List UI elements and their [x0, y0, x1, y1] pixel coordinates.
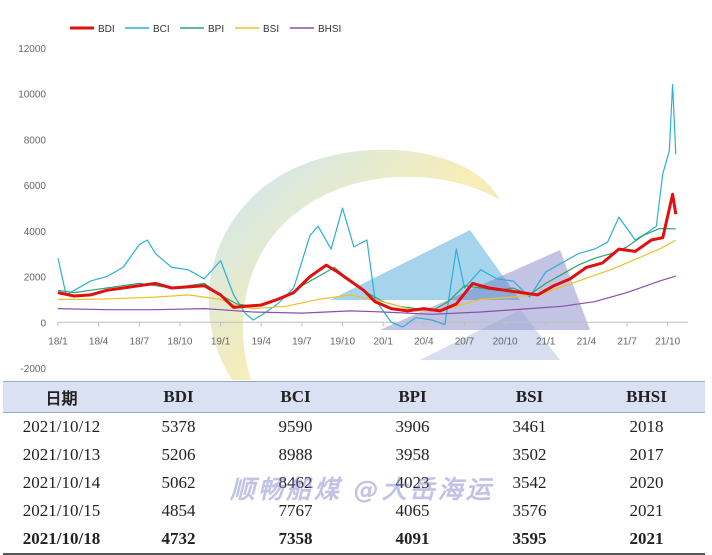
legend-label-bdi: BDI — [98, 24, 115, 35]
table-row: 2021/10/15 4854 7767 4065 3576 2021 — [3, 497, 705, 525]
y-tick-label: 8000 — [24, 135, 47, 146]
x-tick-label: 19/7 — [292, 336, 312, 347]
legend: BDI BCI BPI BSI BHSI — [70, 24, 341, 35]
x-tick-label: 21/1 — [536, 336, 556, 347]
cell-bsi: 3595 — [471, 525, 588, 555]
column-header-bsi: BSI — [471, 381, 588, 413]
x-tick-label: 19/1 — [211, 336, 231, 347]
y-tick-label: 0 — [40, 318, 46, 329]
axes: -2000 0 2000 4000 6000 8000 10000 12000 18/1 18/4… — [18, 44, 688, 375]
chart: BDI BCI BPI BSI BHSI -2000 0 2000 4000 6000 8000 1… — [18, 24, 688, 380]
x-tick-label: 18/10 — [167, 336, 192, 347]
cell-bhsi: 2020 — [629, 473, 664, 492]
series-line-bhsi — [57, 275, 676, 315]
table-row-latest: 2021/10/18 4732 7358 4091 3595 2021 — [3, 525, 705, 555]
cell-bsi: 3502 — [512, 445, 547, 464]
column-header-date: 日期 — [3, 381, 120, 413]
cell-date: 2021/10/15 — [22, 501, 101, 520]
cell-bhsi: 2021 — [588, 525, 705, 555]
y-tick-label: -2000 — [20, 364, 46, 375]
cell-date: 2021/10/18 — [3, 525, 120, 555]
y-tick-label: 10000 — [18, 90, 46, 101]
table-header-row: 日期 BDI BCI BPI BSI BHSI — [3, 381, 705, 413]
y-tick-label: 12000 — [18, 44, 46, 55]
cell-bdi: 4854 — [161, 501, 196, 520]
cell-date: 2021/10/14 — [22, 473, 101, 492]
legend-label-bhsi: BHSI — [318, 24, 341, 35]
cell-bdi: 5206 — [161, 445, 196, 464]
cell-bpi: 4091 — [354, 525, 471, 555]
column-header-bpi: BPI — [354, 381, 471, 413]
column-header-bci: BCI — [237, 381, 354, 413]
cell-bdi: 5062 — [161, 473, 196, 492]
x-tick-label: 20/10 — [493, 336, 518, 347]
table-row: 2021/10/13 5206 8988 3958 3502 2017 — [3, 441, 705, 469]
cell-bdi: 5378 — [161, 417, 196, 436]
x-tick-label: 20/1 — [373, 336, 393, 347]
cell-date: 2021/10/13 — [22, 445, 101, 464]
x-tick-label: 19/10 — [330, 336, 355, 347]
cell-bci: 7767 — [278, 501, 313, 520]
x-tick-label: 18/7 — [130, 336, 150, 347]
table-row: 2021/10/12 5378 9590 3906 3461 2018 — [3, 413, 705, 442]
legend-label-bpi: BPI — [208, 24, 224, 35]
legend-label-bci: BCI — [153, 24, 170, 35]
cell-bsi: 3576 — [512, 501, 547, 520]
y-tick-label: 2000 — [24, 273, 47, 284]
x-tick-label: 20/7 — [455, 336, 475, 347]
series-line-bdi — [57, 192, 678, 313]
x-tick-label: 21/4 — [577, 336, 597, 347]
x-tick-label: 18/4 — [89, 336, 109, 347]
cell-date: 2021/10/12 — [22, 417, 101, 436]
cell-bhsi: 2018 — [629, 417, 664, 436]
index-table: 日期 BDI BCI BPI BSI BHSI 2021/10/12 5378 … — [3, 381, 705, 555]
cell-bci: 7358 — [237, 525, 354, 555]
column-header-bdi: BDI — [120, 381, 237, 413]
cell-bhsi: 2017 — [629, 445, 664, 464]
cell-bci: 8462 — [278, 473, 313, 492]
cell-bsi: 3542 — [512, 473, 547, 492]
y-tick-label: 4000 — [24, 227, 47, 238]
x-tick-label: 19/4 — [251, 336, 271, 347]
cell-bhsi: 2021 — [629, 501, 664, 520]
x-tick-label: 20/4 — [414, 336, 434, 347]
column-header-bhsi: BHSI — [588, 381, 705, 413]
cell-bdi: 4732 — [120, 525, 237, 555]
cell-bci: 9590 — [278, 417, 313, 436]
x-tick-label: 18/1 — [48, 336, 68, 347]
cell-bpi: 4023 — [395, 473, 430, 492]
cell-bpi: 4065 — [395, 501, 430, 520]
series-line-bci — [57, 83, 677, 328]
x-tick-label: 21/7 — [617, 336, 637, 347]
cell-bpi: 3958 — [395, 445, 430, 464]
y-tick-label: 6000 — [24, 181, 47, 192]
series-layer — [57, 83, 678, 328]
cell-bpi: 3906 — [395, 417, 430, 436]
cell-bsi: 3461 — [512, 417, 547, 436]
cell-bci: 8988 — [278, 445, 313, 464]
series-line-bsi — [58, 239, 677, 312]
table-row: 2021/10/14 5062 8462 4023 3542 2020 — [3, 469, 705, 497]
x-tick-label: 21/10 — [655, 336, 680, 347]
legend-label-bsi: BSI — [263, 24, 279, 35]
